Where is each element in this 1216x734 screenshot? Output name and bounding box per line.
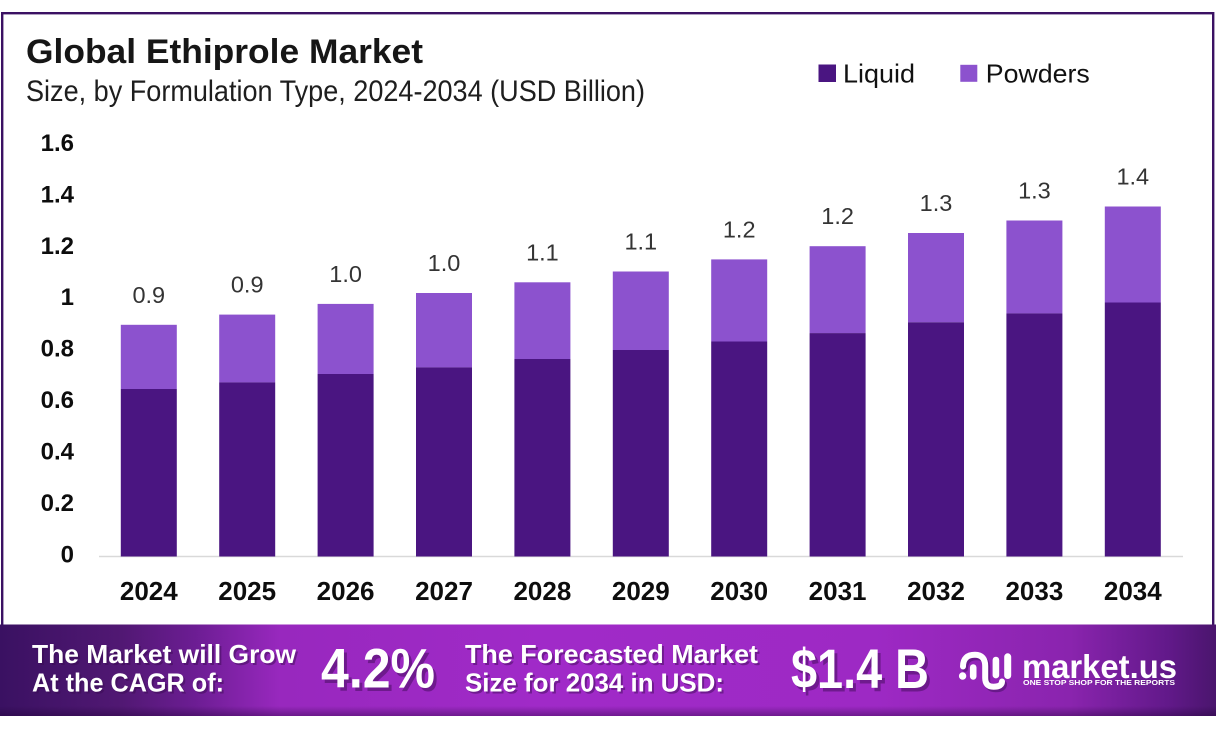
svg-text:Size, by Formulation Type, 202: Size, by Formulation Type, 2024-2034 (US… <box>26 75 645 108</box>
svg-text:2029: 2029 <box>612 576 670 606</box>
svg-text:2025: 2025 <box>218 576 276 606</box>
svg-text:1.4: 1.4 <box>41 181 75 208</box>
svg-text:At the CAGR of:: At the CAGR of: <box>34 670 226 700</box>
svg-text:0.4: 0.4 <box>41 439 75 466</box>
svg-text:2030: 2030 <box>710 576 768 606</box>
svg-text:2034: 2034 <box>1104 576 1162 606</box>
svg-text:2032: 2032 <box>907 576 965 606</box>
svg-text:At the CAGR of:: At the CAGR of: <box>32 668 224 698</box>
svg-text:Size for 2034 in USD:: Size for 2034 in USD: <box>467 670 726 700</box>
svg-text:1.3: 1.3 <box>920 190 953 216</box>
svg-text:4.2%: 4.2% <box>321 637 435 700</box>
svg-text:The Forecasted Market: The Forecasted Market <box>467 641 760 671</box>
svg-text:0.6: 0.6 <box>41 387 74 414</box>
svg-text:$1.4 B: $1.4 B <box>791 637 929 700</box>
svg-text:ONE STOP SHOP FOR THE REPORTS: ONE STOP SHOP FOR THE REPORTS <box>1023 678 1175 687</box>
svg-text:$1.4 B: $1.4 B <box>794 641 932 704</box>
svg-text:1.1: 1.1 <box>526 239 559 265</box>
svg-text:2027: 2027 <box>415 576 473 606</box>
svg-text:1.0: 1.0 <box>329 261 362 287</box>
svg-text:0.9: 0.9 <box>132 282 165 308</box>
svg-text:0.9: 0.9 <box>231 272 264 298</box>
svg-text:1.2: 1.2 <box>723 216 756 242</box>
svg-text:The Market will Grow: The Market will Grow <box>32 639 297 669</box>
svg-text:1.0: 1.0 <box>428 250 461 276</box>
svg-text:2028: 2028 <box>513 576 571 606</box>
svg-text:1.1: 1.1 <box>624 229 657 255</box>
svg-text:The Forecasted Market: The Forecasted Market <box>465 639 758 669</box>
svg-text:1.3: 1.3 <box>1018 178 1051 204</box>
svg-text:1.4: 1.4 <box>1116 164 1149 190</box>
svg-text:The Market will Grow: The Market will Grow <box>34 641 299 671</box>
svg-text:2033: 2033 <box>1005 576 1063 606</box>
svg-text:1.6: 1.6 <box>41 130 74 157</box>
svg-text:4.2%: 4.2% <box>324 640 438 703</box>
svg-text:Size for 2034 in USD:: Size for 2034 in USD: <box>465 668 724 698</box>
svg-text:0.2: 0.2 <box>41 490 74 517</box>
svg-text:2031: 2031 <box>809 576 867 606</box>
svg-text:2026: 2026 <box>317 576 375 606</box>
svg-text:Powders: Powders <box>986 58 1090 88</box>
svg-text:market.us: market.us <box>1022 648 1177 685</box>
svg-text:1: 1 <box>61 284 74 311</box>
svg-text:Liquid: Liquid <box>843 58 915 88</box>
svg-text:2024: 2024 <box>120 576 178 606</box>
svg-text:1.2: 1.2 <box>821 203 854 229</box>
svg-text:1.2: 1.2 <box>41 233 74 260</box>
svg-text:0.8: 0.8 <box>41 336 74 363</box>
svg-text:0: 0 <box>61 542 74 569</box>
svg-text:Global Ethiprole Market: Global Ethiprole Market <box>26 33 424 71</box>
